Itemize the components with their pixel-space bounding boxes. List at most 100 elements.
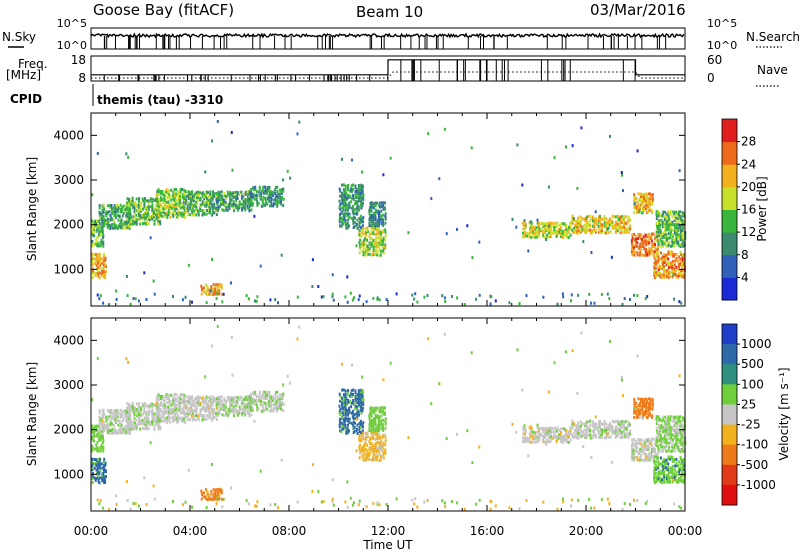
range-cell	[208, 410, 211, 414]
range-cell	[137, 299, 140, 303]
range-cell	[563, 427, 566, 431]
range-cell	[216, 291, 219, 295]
range-cell	[359, 423, 362, 427]
range-cell	[586, 223, 589, 227]
range-cell	[366, 431, 369, 435]
range-cell	[559, 440, 562, 444]
range-cell	[175, 410, 178, 414]
range-cell	[346, 222, 349, 225]
range-cell	[591, 424, 594, 428]
range-cell	[669, 222, 672, 226]
range-cell	[627, 226, 630, 230]
range-cell	[372, 247, 375, 251]
range-cell	[665, 263, 668, 267]
range-cell	[120, 219, 123, 223]
range-cell	[666, 428, 669, 432]
range-cell	[619, 217, 622, 221]
range-cell	[617, 227, 620, 231]
range-cell	[159, 189, 162, 193]
range-cell	[202, 290, 205, 294]
range-cell	[238, 411, 241, 415]
range-cell	[641, 243, 644, 247]
range-cell	[101, 409, 104, 413]
range-cell	[619, 420, 622, 424]
range-cell	[622, 420, 625, 423]
range-cell	[652, 454, 655, 458]
range-cell	[528, 437, 531, 441]
range-cell	[98, 421, 101, 425]
colorbar-tick-label: 24	[741, 157, 756, 171]
range-cell	[135, 402, 138, 406]
range-cell	[646, 249, 649, 253]
range-cell	[158, 209, 161, 213]
range-cell	[103, 463, 106, 467]
range-cell	[591, 224, 594, 228]
range-cell	[104, 468, 107, 472]
range-cell	[212, 206, 214, 210]
range-cell	[659, 476, 662, 480]
range-cell	[636, 449, 639, 453]
range-cell	[175, 192, 178, 196]
range-cell	[139, 406, 142, 410]
range-cell	[681, 236, 684, 239]
range-cell	[572, 217, 575, 221]
range-cell	[199, 401, 202, 405]
range-cell	[179, 201, 182, 205]
range-cell	[172, 415, 175, 419]
range-cell	[663, 242, 666, 246]
range-cell	[351, 158, 353, 162]
range-cell	[374, 222, 377, 226]
range-cell	[217, 395, 220, 399]
range-cell	[147, 427, 150, 431]
range-cell	[153, 219, 156, 223]
range-cell	[262, 202, 265, 206]
range-cell	[407, 436, 410, 440]
range-cell	[98, 210, 101, 214]
range-cell	[562, 236, 565, 239]
range-cell	[640, 446, 643, 450]
range-cell	[203, 197, 206, 201]
range-cell	[168, 408, 170, 411]
range-cell	[204, 170, 207, 174]
range-cell	[203, 399, 205, 403]
range-cell	[640, 233, 643, 237]
range-cell	[553, 156, 556, 160]
range-cell	[344, 392, 347, 396]
range-cell	[673, 297, 676, 301]
range-cell	[91, 244, 94, 248]
range-cell	[552, 225, 555, 229]
range-cell	[655, 439, 658, 443]
range-cell	[339, 421, 342, 425]
range-cell	[665, 232, 668, 236]
range-cell	[576, 432, 578, 436]
range-cell	[151, 217, 154, 221]
range-cell	[557, 436, 560, 440]
range-cell	[675, 461, 678, 465]
range-cell	[240, 196, 243, 200]
range-cell	[533, 232, 536, 236]
range-cell	[566, 436, 569, 440]
range-cell	[384, 216, 387, 220]
range-cell	[637, 407, 640, 411]
range-cell	[650, 456, 653, 460]
range-cell	[663, 480, 666, 484]
range-cell	[101, 222, 104, 226]
range-cell	[603, 231, 606, 235]
range-cell	[677, 472, 680, 476]
range-cell	[181, 203, 184, 206]
range-cell	[617, 217, 620, 221]
range-cell	[139, 216, 142, 220]
range-cell	[129, 224, 132, 228]
range-cell	[368, 457, 371, 461]
range-cell	[382, 249, 385, 253]
range-cell	[216, 414, 219, 418]
range-cell	[169, 195, 172, 199]
range-cell	[169, 205, 172, 209]
range-cell	[668, 242, 670, 246]
range-cell	[352, 409, 354, 413]
range-cell	[215, 412, 218, 416]
range-cell	[655, 435, 658, 439]
range-cell	[524, 430, 527, 434]
range-cell	[651, 210, 653, 214]
range-cell	[212, 416, 215, 420]
